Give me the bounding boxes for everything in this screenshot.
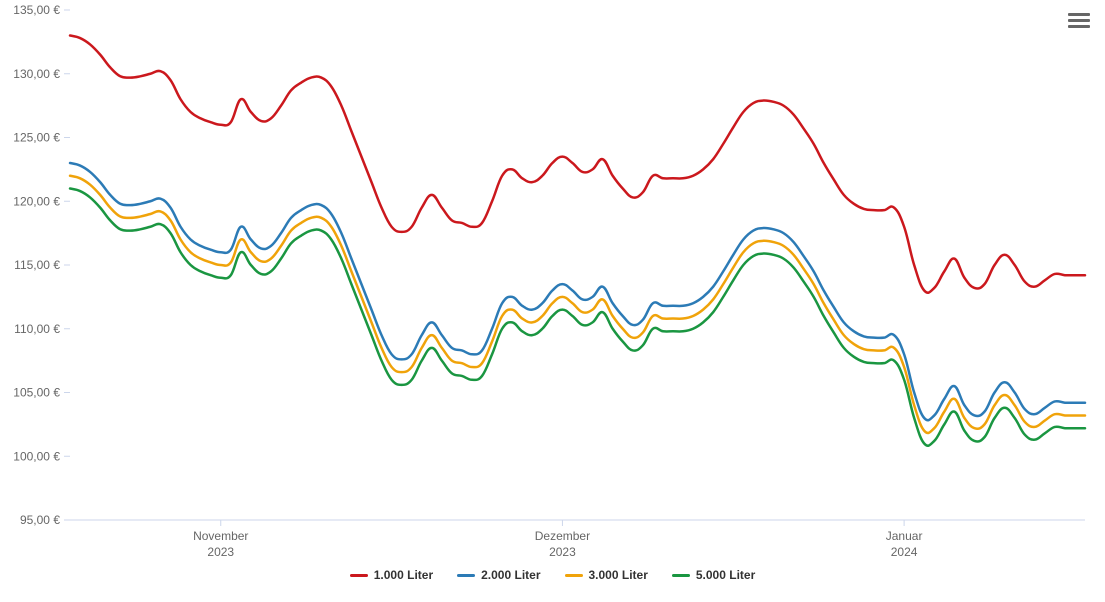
x-tick-label-year: 2023 <box>549 545 576 559</box>
y-tick-label: 100,00 € <box>13 449 60 463</box>
legend-label: 5.000 Liter <box>696 568 755 582</box>
legend-item[interactable]: 5.000 Liter <box>672 568 755 582</box>
y-tick-label: 95,00 € <box>20 513 60 527</box>
price-line-chart: 95,00 € 100,00 € 105,00 € 110,00 € 115,00 € 1… <box>0 0 1105 602</box>
series-line[interactable] <box>70 36 1085 293</box>
x-tick-label-year: 2024 <box>891 545 918 559</box>
legend-swatch <box>672 574 690 577</box>
chart-menu-icon[interactable] <box>1068 10 1090 30</box>
legend-swatch <box>565 574 583 577</box>
y-tick-label: 125,00 € <box>13 131 60 145</box>
x-tick-label-month: November <box>193 529 248 543</box>
y-tick-label: 120,00 € <box>13 194 60 208</box>
series-line[interactable] <box>70 189 1085 446</box>
y-tick-label: 130,00 € <box>13 67 60 81</box>
legend-label: 3.000 Liter <box>589 568 648 582</box>
legend-item[interactable]: 3.000 Liter <box>565 568 648 582</box>
chart-legend: 1.000 Liter 2.000 Liter 3.000 Liter 5.000 L… <box>0 568 1105 582</box>
legend-swatch <box>350 574 368 577</box>
x-tick-label-year: 2023 <box>207 545 234 559</box>
legend-label: 1.000 Liter <box>374 568 433 582</box>
series-line[interactable] <box>70 176 1085 433</box>
x-tick-label-month: Dezember <box>535 529 590 543</box>
legend-swatch <box>457 574 475 577</box>
chart-svg: 95,00 € 100,00 € 105,00 € 110,00 € 115,00 € 1… <box>0 0 1105 560</box>
x-tick-label-month: Januar <box>886 529 923 543</box>
legend-label: 2.000 Liter <box>481 568 540 582</box>
legend-item[interactable]: 1.000 Liter <box>350 568 433 582</box>
legend-item[interactable]: 2.000 Liter <box>457 568 540 582</box>
y-tick-label: 105,00 € <box>13 386 60 400</box>
series-line[interactable] <box>70 163 1085 420</box>
y-tick-label: 135,00 € <box>13 3 60 17</box>
y-tick-label: 110,00 € <box>14 322 60 336</box>
y-tick-label: 115,00 € <box>14 258 60 272</box>
